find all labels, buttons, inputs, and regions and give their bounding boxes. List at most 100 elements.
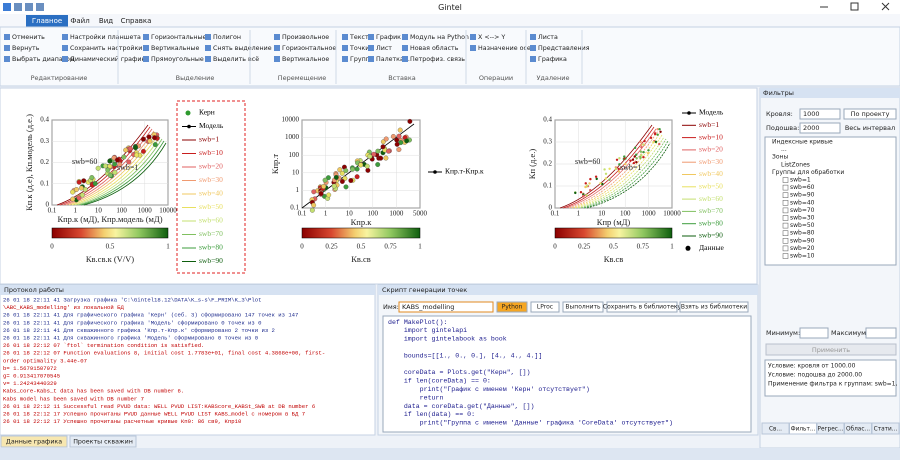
legend-label[interactable]: swb=50: [699, 182, 723, 191]
input-box[interactable]: [865, 327, 897, 339]
ribbon-button[interactable]: Вернуть: [12, 45, 40, 52]
ribbon-button[interactable]: Выбрать диапазон: [12, 55, 74, 63]
ribbon-button[interactable]: Выделить всё: [213, 55, 259, 63]
ribbon-button[interactable]: Листа: [538, 34, 558, 41]
panel-tab-label[interactable]: Стати...: [874, 427, 898, 433]
button[interactable]: [530, 301, 560, 313]
ribbon-tab[interactable]: Главное: [32, 17, 62, 25]
input-box[interactable]: [799, 108, 841, 120]
ribbon-button[interactable]: Полигон: [213, 34, 241, 41]
bottom-tab-label[interactable]: Проекты скважин: [73, 439, 133, 446]
active-tab[interactable]: [26, 15, 68, 27]
legend-label[interactable]: swb=70: [199, 229, 223, 238]
legend-label[interactable]: swb=1: [699, 120, 719, 129]
button[interactable]: [765, 343, 897, 356]
legend-label[interactable]: swb=70: [699, 206, 723, 215]
legend-label[interactable]: Керн: [199, 108, 215, 117]
close-button[interactable]: [881, 2, 890, 11]
legend-label[interactable]: swb=90: [199, 256, 223, 265]
ribbon-button[interactable]: Вертикальное: [282, 56, 329, 63]
ribbon-button[interactable]: Произвольное: [282, 34, 329, 41]
legend-label[interactable]: Модель: [199, 121, 224, 130]
button[interactable]: [496, 301, 528, 313]
checkbox[interactable]: [782, 215, 789, 221]
button[interactable]: [562, 301, 604, 313]
tree-item[interactable]: swb=20: [790, 245, 815, 252]
legend-label[interactable]: swb=60: [699, 194, 723, 203]
tree-item[interactable]: ...: [781, 146, 787, 153]
checkbox[interactable]: [782, 253, 789, 259]
checkbox[interactable]: [782, 222, 789, 229]
checkbox[interactable]: [782, 230, 789, 236]
button-label[interactable]: Весь интервал: [845, 124, 895, 132]
tree-item[interactable]: swb=30: [790, 215, 815, 222]
ribbon-button[interactable]: Графика: [538, 56, 567, 63]
legend-label[interactable]: swb=10: [199, 148, 223, 157]
button[interactable]: [843, 108, 897, 120]
ribbon-tab[interactable]: Справка: [121, 17, 152, 25]
legend-label[interactable]: swb=60: [199, 216, 223, 225]
tree-item[interactable]: Индексные кривые: [772, 139, 833, 146]
panel-tab-label[interactable]: Облас...: [846, 427, 870, 433]
ribbon-button[interactable]: Прямоугольные: [151, 56, 204, 63]
ribbon-tab[interactable]: Файл: [70, 17, 89, 25]
checkbox[interactable]: [782, 207, 789, 214]
tree-item[interactable]: swb=70: [790, 207, 815, 214]
maximize-button[interactable]: [850, 2, 859, 11]
ribbon-button[interactable]: Отменить: [12, 34, 45, 41]
ribbon-button[interactable]: Текст: [349, 34, 369, 41]
legend-label[interactable]: swb=30: [699, 157, 723, 166]
ribbon-button[interactable]: Снять выделение: [213, 45, 272, 52]
ribbon-button[interactable]: Сохранить настройки: [70, 44, 142, 52]
tree-item[interactable]: swb=50: [790, 222, 815, 229]
button-label[interactable]: LProc: [537, 304, 553, 311]
legend-label[interactable]: swb=80: [199, 243, 223, 252]
legend-label[interactable]: swb=80: [699, 218, 723, 227]
ribbon-button[interactable]: Группа: [350, 56, 374, 63]
ribbon-button[interactable]: Лист: [376, 45, 392, 52]
legend-label[interactable]: swb=1: [199, 135, 219, 144]
tree-item[interactable]: swb=60: [790, 184, 815, 191]
panel-tab[interactable]: [871, 422, 900, 435]
tree-item[interactable]: Группы для обработки: [772, 169, 844, 176]
button-label[interactable]: Сохранить в библиотеку: [603, 304, 682, 311]
button[interactable]: [606, 301, 678, 313]
input-box[interactable]: [398, 301, 494, 313]
button-label[interactable]: Выполнить: [565, 304, 601, 311]
legend-label[interactable]: swb=50: [199, 202, 223, 211]
quick-icon[interactable]: [25, 3, 33, 11]
legend-label[interactable]: swb=40: [699, 169, 723, 178]
legend-label[interactable]: swb=20: [199, 162, 223, 171]
button[interactable]: [679, 301, 749, 313]
checkbox[interactable]: [782, 245, 789, 252]
checkbox[interactable]: [782, 200, 789, 206]
button-label[interactable]: Взять из библиотеки: [681, 304, 747, 311]
tree-item[interactable]: swb=90: [790, 237, 815, 244]
ribbon-button[interactable]: График: [376, 34, 401, 41]
panel-tab-label[interactable]: Св...: [769, 427, 782, 433]
tree-item[interactable]: swb=40: [790, 199, 815, 206]
tree-item[interactable]: ListZones: [781, 161, 810, 168]
quick-icon[interactable]: [36, 3, 44, 11]
ribbon-button[interactable]: Модуль на Python: [410, 34, 469, 41]
tree-item[interactable]: swb=80: [790, 230, 815, 237]
ribbon-button[interactable]: Назначение осей: [478, 44, 535, 52]
code-editor[interactable]: [382, 315, 752, 433]
legend-label[interactable]: swb=90: [699, 231, 723, 240]
checkbox[interactable]: [782, 192, 789, 198]
checkbox[interactable]: [782, 238, 789, 244]
ribbon-button[interactable]: Горизонтальные: [151, 34, 206, 41]
input-value[interactable]: 1000: [803, 110, 820, 118]
bottom-tab-label[interactable]: Данные графика: [6, 439, 62, 446]
button-label[interactable]: Применить: [812, 346, 850, 354]
ribbon-button[interactable]: Палетка...: [376, 56, 410, 63]
ribbon-button[interactable]: X <--> Y: [478, 34, 505, 41]
bottom-tab[interactable]: [69, 435, 137, 448]
legend-label[interactable]: Данные: [699, 243, 725, 252]
tree-item[interactable]: swb=10: [790, 253, 815, 260]
input-value[interactable]: KABS_modelling: [402, 303, 454, 311]
legend-label[interactable]: swb=20: [699, 145, 723, 154]
legend-label[interactable]: swb=40: [199, 189, 223, 198]
input-box[interactable]: [799, 327, 829, 339]
ribbon-button[interactable]: Петрофиз. связь: [410, 56, 465, 63]
